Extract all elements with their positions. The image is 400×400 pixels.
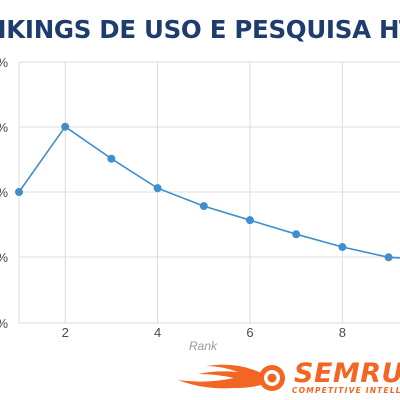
x-axis-title: Rank	[189, 339, 218, 353]
y-tick-label: %	[0, 55, 8, 70]
y-tick-labels: %%%%%	[0, 55, 8, 331]
data-point	[199, 202, 208, 211]
data-point	[107, 154, 116, 163]
x-tick-label: 2	[62, 325, 69, 340]
semrush-logo: SEMRU COMPETITIVE INTELL	[176, 358, 400, 398]
y-tick-label: %	[0, 120, 8, 135]
x-tick-labels: 2 4 6 8	[62, 325, 346, 340]
series-line	[18, 125, 400, 259]
x-tick-label: 6	[246, 325, 253, 340]
data-point	[384, 253, 393, 262]
chart-title: NKINGS DE USO E PESQUISA HTT	[0, 15, 400, 44]
data-point	[61, 122, 70, 131]
data-point	[153, 184, 162, 193]
logo-wordmark: SEMRU	[294, 358, 400, 389]
flame-icon	[178, 364, 285, 391]
data-points	[15, 122, 393, 262]
y-tick-label: %	[0, 185, 8, 200]
data-point	[246, 216, 254, 225]
x-tick-label: 8	[339, 325, 346, 340]
logo-tagline: COMPETITIVE INTELL	[292, 386, 400, 395]
data-point	[292, 230, 301, 239]
grid-lines	[18, 61, 400, 324]
y-tick-label: %	[0, 250, 8, 265]
data-point	[338, 243, 347, 252]
y-tick-label: %	[0, 316, 8, 331]
x-tick-label: 4	[154, 325, 161, 340]
data-point	[15, 188, 23, 196]
